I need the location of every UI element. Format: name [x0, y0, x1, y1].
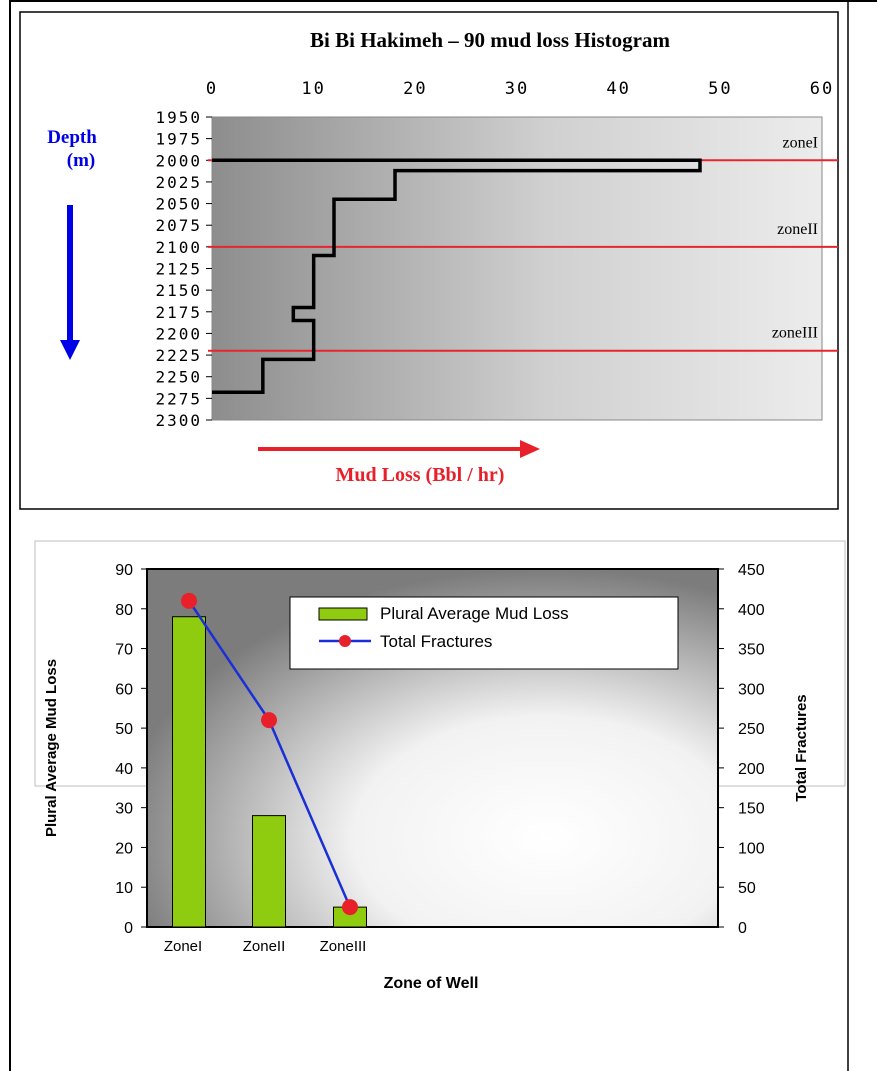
chart1-y-tick-label: 2125 [155, 260, 202, 279]
chart1-y-tick-label: 1950 [155, 108, 202, 127]
chart1-x-tick-label: 20 [403, 79, 427, 99]
chart1-y-tick-label: 2250 [155, 368, 202, 387]
chart1-x-tick-label: 0 [206, 79, 218, 99]
chart1-x-tick-label: 30 [505, 79, 529, 99]
chart1-y-tick-label: 2000 [155, 151, 202, 170]
chart1-x-tick-label: 60 [810, 79, 834, 99]
chart2-right-tick-label: 350 [738, 642, 765, 659]
chart1-y-tick-label: 2150 [155, 281, 202, 300]
chart2-right-tick-label: 250 [738, 721, 765, 738]
chart1-title: Bi Bi Hakimeh – 90 mud loss Histogram [310, 28, 670, 52]
chart2-left-tick-label: 50 [115, 721, 133, 738]
chart2-right-tick-label: 300 [738, 681, 765, 698]
right-axis-label: Total Fractures [793, 694, 810, 801]
chart1-y-ticks: 1950 1975 2000 2025 2050 2075 2100 2125 2150 2175… [155, 108, 212, 430]
chart2-left-ticks: 0 10 20 30 40 50 60 70 80 90 [115, 562, 147, 937]
chart2-right-ticks: 0 50 100 150 200 250 300 350 400 450 [718, 562, 765, 937]
legend-bar-label: Plural Average Mud Loss [380, 604, 569, 623]
chart2-right-tick-label: 0 [738, 920, 747, 937]
chart2-right-tick-label: 150 [738, 801, 765, 818]
fractures-point [342, 899, 358, 916]
category-label: ZoneII [243, 938, 286, 955]
chart2-right-tick-label: 450 [738, 562, 765, 579]
zone-label: zoneI [782, 134, 818, 151]
chart1-x-tick-label: 50 [708, 79, 732, 99]
chart1-step-profile [212, 158, 702, 395]
chart1-y-tick-label: 2050 [155, 195, 202, 214]
chart2-left-tick-label: 80 [115, 602, 133, 619]
chart1-y-tick-label: 2275 [155, 389, 202, 408]
chart2-left-tick-label: 20 [115, 840, 133, 857]
chart2-legend: Plural Average Mud Loss Total Fractures [289, 596, 679, 670]
depth-axis-unit: (m) [67, 150, 95, 171]
legend-bar-swatch [318, 607, 368, 621]
chart2-left-tick-label: 30 [115, 801, 133, 818]
depth-axis-label: Depth [47, 127, 97, 148]
chart1-x-tick-label: 10 [301, 79, 325, 99]
fractures-point [261, 712, 277, 729]
chart2-left-tick-label: 70 [115, 642, 133, 659]
chart1-y-tick-label: 2075 [155, 216, 202, 235]
mud-loss-step-line [212, 158, 702, 395]
left-axis-label: Plural Average Mud Loss [43, 659, 60, 837]
zone-label: zoneIII [772, 325, 818, 342]
fractures-point [181, 592, 197, 609]
chart1-y-tick-label: 2175 [155, 303, 202, 322]
mud-loss-bar [172, 616, 206, 928]
chart1-x-tick-label: 40 [606, 79, 630, 99]
chart2-left-tick-label: 90 [115, 562, 133, 579]
category-label: ZoneIII [320, 938, 367, 955]
chart2-right-tick-label: 400 [738, 602, 765, 619]
chart1-y-tick-label: 2200 [155, 324, 202, 343]
chart1-x-ticks: 0 10 20 30 40 50 60 [206, 79, 834, 99]
chart2-left-tick-label: 0 [124, 920, 133, 937]
x-axis-label: Zone of Well [384, 975, 479, 992]
chart2-right-tick-label: 50 [738, 880, 756, 897]
chart2-left-tick-label: 10 [115, 880, 133, 897]
zone-label: zoneII [777, 221, 818, 238]
chart1-y-tick-label: 1975 [155, 130, 202, 149]
chart2-right-tick-label: 100 [738, 840, 765, 857]
chart2-fracture-line [181, 592, 358, 916]
chart2-left-tick-label: 60 [115, 681, 133, 698]
chart1-y-tick-label: 2225 [155, 346, 202, 365]
mud-loss-right-arrow [258, 440, 540, 458]
depth-down-arrow [60, 205, 80, 360]
mud-loss-bar [252, 815, 286, 928]
chart1-y-tick-label: 2300 [155, 411, 202, 430]
chart1-y-tick-label: 2100 [155, 238, 202, 257]
chart2-right-tick-label: 200 [738, 761, 765, 778]
chart2-left-tick-label: 40 [115, 761, 133, 778]
mud-loss-axis-label: Mud Loss (Bbl / hr) [336, 464, 505, 486]
legend-line-label: Total Fractures [380, 632, 492, 651]
chart2-categories: ZoneI ZoneII ZoneIII [164, 938, 367, 955]
category-label: ZoneI [164, 938, 202, 955]
chart1-y-tick-label: 2025 [155, 173, 202, 192]
chart2-bars [172, 616, 367, 928]
legend-marker-swatch [339, 635, 351, 647]
